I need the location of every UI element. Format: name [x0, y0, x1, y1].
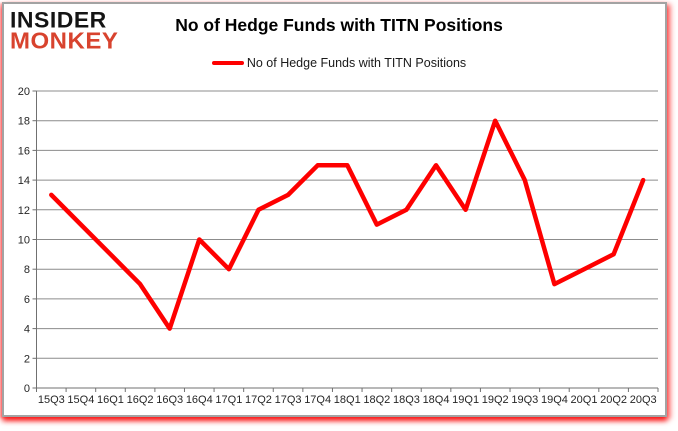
x-tick-label: 16Q4	[186, 394, 213, 406]
y-tick-label: 0	[24, 383, 30, 395]
x-tick-label: 16Q1	[97, 394, 124, 406]
y-tick-label: 20	[18, 86, 30, 98]
x-tick-label: 17Q2	[245, 394, 272, 406]
x-tick-label: 15Q3	[38, 394, 65, 406]
x-tick-label: 16Q2	[127, 394, 154, 406]
y-tick-label: 14	[18, 175, 30, 187]
x-tick-label: 17Q1	[215, 394, 242, 406]
y-tick-label: 8	[24, 264, 30, 276]
legend-line-marker	[211, 60, 244, 66]
logo-text-insider: INSIDER	[10, 7, 107, 33]
y-tick-label: 10	[18, 235, 30, 247]
insider-monkey-logo: INSIDER MONKEY	[10, 7, 119, 55]
x-tick-label: 20Q2	[600, 394, 627, 406]
y-tick-label: 6	[24, 294, 30, 306]
x-tick-label: 18Q3	[393, 394, 420, 406]
y-tick-label: 16	[18, 145, 30, 157]
chart-title: No of Hedge Funds with TITN Positions	[175, 15, 503, 35]
legend: No of Hedge Funds with TITN Positions	[0, 56, 678, 70]
x-tick-label: 17Q3	[275, 394, 302, 406]
x-tick-label: 20Q3	[630, 394, 657, 406]
series-line	[49, 118, 646, 331]
logo-text-monkey: MONKEY	[10, 28, 119, 55]
x-tick-label: 18Q2	[363, 394, 390, 406]
legend-label: No of Hedge Funds with TITN Positions	[246, 56, 467, 70]
x-tick-label: 16Q3	[156, 394, 183, 406]
x-tick-label: 15Q4	[67, 394, 94, 406]
x-tick-label: 19Q4	[541, 394, 568, 406]
x-tick-label: 18Q1	[334, 394, 361, 406]
x-tick-label: 17Q4	[304, 394, 331, 406]
x-tick-label: 19Q3	[511, 394, 538, 406]
x-tick-label: 20Q1	[571, 394, 598, 406]
y-tick-label: 18	[18, 116, 30, 128]
y-tick-label: 12	[18, 205, 30, 217]
x-tick-label: 18Q4	[423, 394, 450, 406]
x-tick-label: 19Q2	[482, 394, 509, 406]
y-tick-label: 4	[24, 324, 30, 336]
y-tick-label: 2	[24, 353, 30, 365]
x-tick-label: 19Q1	[452, 394, 479, 406]
